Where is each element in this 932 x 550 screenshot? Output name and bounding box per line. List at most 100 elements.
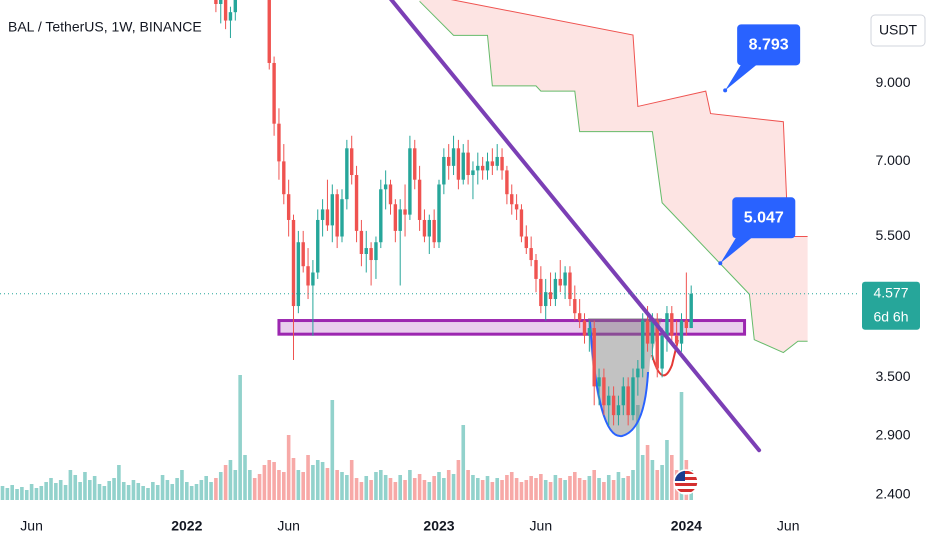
volume-bar [0,486,5,500]
volume-bar [112,478,116,500]
callout-box [737,24,801,66]
volume-bar [679,392,684,500]
volume-bar [272,462,276,500]
volume-bar [54,483,58,500]
volume-bar [345,475,349,500]
callout-box [732,197,796,239]
candle-body [674,335,679,344]
candle-body [563,272,567,286]
volume-bar [577,478,582,500]
candle-body [456,148,461,180]
volume-bar [228,460,233,500]
volume-bar [209,482,213,500]
volume-bar [262,465,267,500]
candle-body [558,278,562,286]
candle-body [311,272,315,286]
volume-bar [374,472,378,500]
candle-body [350,148,354,176]
candle-body [447,156,451,166]
candle-body [219,0,223,5]
volume-bar [49,478,53,500]
volume-bar [611,480,616,500]
volume-bar [548,482,553,500]
volume-bar [44,482,48,500]
volume-bar [471,475,475,500]
candle-body [587,328,592,336]
volume-bar [296,470,301,500]
candle-body [505,170,509,195]
volume-bar [408,470,412,500]
candle-body [286,194,291,220]
candle-body [544,292,548,307]
candle-body [665,313,669,336]
volume-bar [20,487,24,500]
candle-body [408,148,412,215]
candle-body [340,199,344,237]
volume-bar [5,488,10,500]
volume-bar [175,478,179,500]
volume-bar [500,480,504,500]
volume-bar [117,465,121,500]
candle-body [490,161,495,166]
volume-bar [92,476,97,500]
volume-bar [437,472,441,500]
candle-body [524,236,528,249]
candle-body [282,161,286,195]
volume-bar [495,478,499,500]
candle-body [277,123,281,162]
volume-bar [388,478,393,500]
volume-bar [146,488,150,500]
candle-body [650,320,655,344]
callout-point [723,88,728,93]
volume-bar [131,480,136,500]
x-tick-label: Jun [20,518,43,534]
candle-body [655,320,659,369]
volume-bar [78,482,82,500]
volume-bar [534,478,538,500]
volume-bar [379,470,383,500]
candle-body [631,377,635,416]
volume-bar [286,435,291,500]
label-layer: 4.577 6d 6h 8.793 5.047 [718,24,920,330]
candle-body [379,189,383,243]
candle-body [296,242,301,307]
volume-bar [136,483,141,500]
volume-bar [160,475,165,500]
volume-bar [587,476,592,500]
candle-body [291,219,296,307]
volume-bar [597,478,601,500]
volume-bar [442,478,446,500]
volume-bar [39,486,44,500]
candle-body [437,184,441,243]
volume-bar [155,485,160,500]
volume-bar [320,462,325,500]
volume-bar [422,480,427,500]
y-tick-label: 7.000 [875,152,910,168]
volume-bar [543,480,548,500]
volume-bar [592,470,596,500]
candle-body [573,299,577,314]
candle-body [616,405,621,416]
volume-bar [626,476,630,500]
candle-layer [214,0,693,426]
volume-bar [364,476,369,500]
volume-bar [24,490,29,500]
currency-box[interactable] [870,14,926,47]
volume-bar [616,472,621,500]
candle-body [403,209,407,215]
candle-body [272,62,276,124]
volume-bar [306,455,310,500]
candle-body [660,335,664,369]
candle-body [427,219,431,237]
volume-bar [539,474,543,500]
volume-bar [282,472,286,500]
candle-body [325,209,330,226]
volume-bar [636,405,640,500]
currency-label: USDT [879,22,918,38]
candle-body [510,194,514,205]
volume-bar [490,482,495,500]
candle-body [514,204,519,210]
trendline [388,0,762,453]
volume-bar [417,474,422,500]
flag-icon [673,469,699,495]
